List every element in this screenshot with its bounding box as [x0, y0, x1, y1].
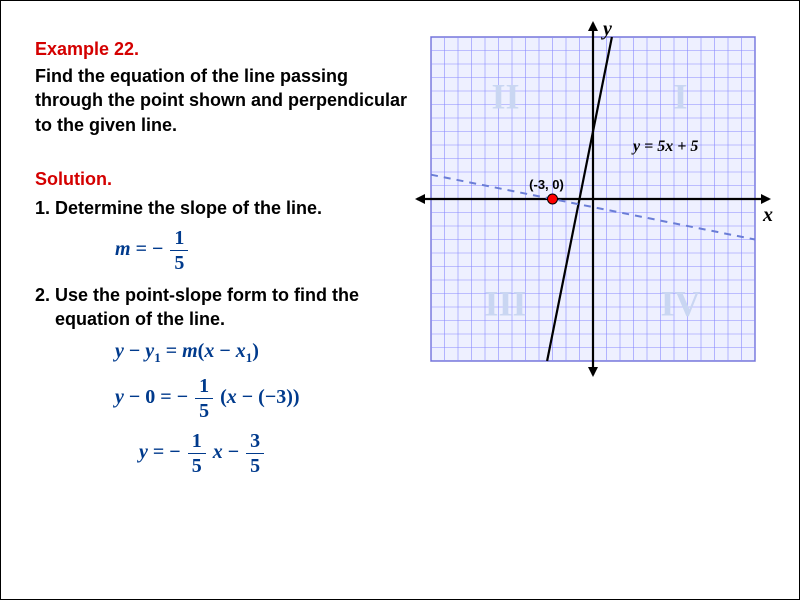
axis-arrowhead [588, 21, 598, 31]
axis-arrowhead [415, 194, 425, 204]
math-final: y = − 15 x − 35 [139, 431, 415, 476]
graph-panel: IIIIIIIVxyy = 5x + 5(-3, 0) [413, 19, 773, 379]
axis-arrowhead [761, 194, 771, 204]
text-column: Example 22. Find the equation of the lin… [35, 39, 415, 486]
x-axis-label: x [762, 204, 773, 226]
var-m: m [115, 238, 131, 260]
frac-1-5: 15 [170, 228, 188, 273]
given-equation-label: y = 5x + 5 [631, 138, 698, 155]
point-label: (-3, 0) [529, 177, 564, 192]
quadrant-3-label: III [485, 284, 527, 324]
quadrant-1-label: I [673, 76, 687, 116]
point-marker [548, 194, 558, 204]
neg-sign: − [152, 238, 163, 260]
solution-title: Solution. [35, 169, 415, 190]
problem-prompt: Find the equation of the line passing th… [35, 64, 415, 137]
math-substituted: y − 0 = − 15 (x − (−3)) [115, 376, 415, 421]
y-axis-label: y [601, 19, 612, 40]
axis-arrowhead [588, 367, 598, 377]
example-title: Example 22. [35, 39, 415, 60]
quadrant-4-label: IV [660, 284, 700, 324]
math-slope: m = − 15 [115, 228, 415, 273]
step-2: 2. Use the point-slope form to find the … [35, 283, 415, 332]
quadrant-2-label: II [492, 76, 520, 116]
math-point-slope-form: y − y1 = m(x − x1) [115, 340, 415, 366]
step-1: 1. Determine the slope of the line. [35, 196, 415, 220]
